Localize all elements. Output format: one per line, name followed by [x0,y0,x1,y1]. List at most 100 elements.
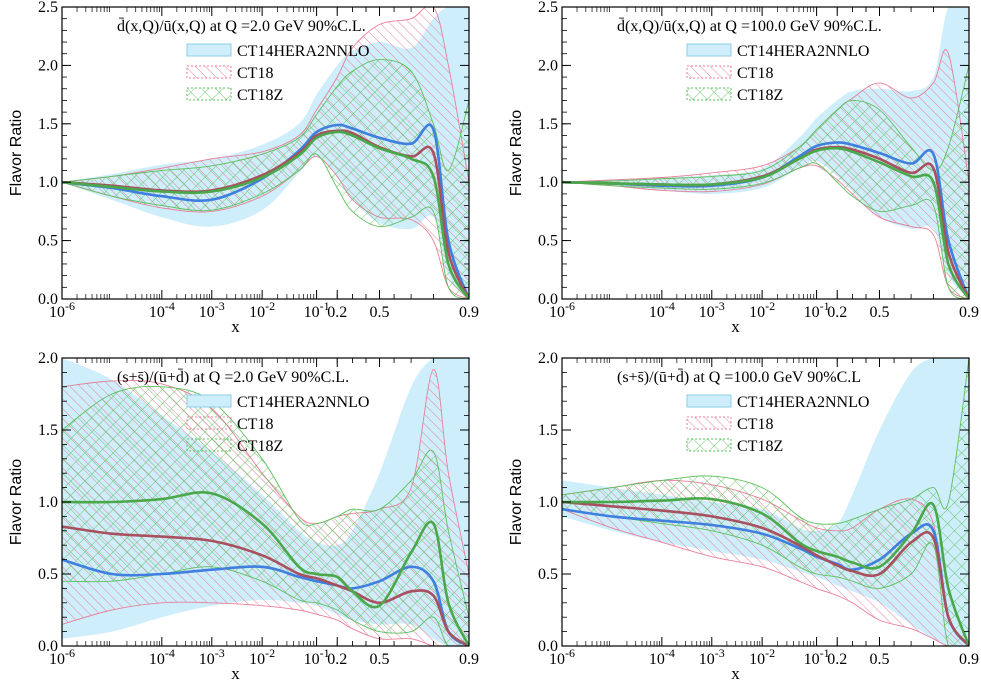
y-tick-label: 0.5 [538,233,558,250]
line-ct14hera2nnlo [62,123,469,299]
legend-swatch [186,43,232,57]
y-axis-title: Flavor Ratio [8,110,25,196]
legend-swatch [186,65,232,79]
x-tick-label: 0.2 [827,651,847,668]
x-tick-label: 10-2 [749,646,775,668]
y-tick-label: 1.5 [538,422,558,439]
legend-item-ct14hera2nnlo: CT14HERA2NNLO [686,394,869,411]
line-ct18 [62,525,469,646]
legend-swatch [686,416,732,430]
x-tick-label: 10-1 [304,299,330,321]
legend-swatch [186,416,232,430]
x-tick-label: 10-1 [304,646,330,668]
x-tick-label: 0.5 [870,651,890,668]
x-tick-label: 0.5 [870,304,890,321]
y-tick-label: 1.5 [38,422,58,439]
y-tick-label: 1.0 [38,174,58,191]
line-ct18z [62,491,469,646]
legend-label: CT14HERA2NNLO [237,43,369,60]
x-tick-label: 0.9 [959,651,979,668]
y-tick-label: 2.0 [38,350,58,367]
legend-label: CT18 [737,65,773,82]
x-tick-label: 10-2 [249,646,275,668]
x-tick-label: 10-1 [804,299,830,321]
legend-item-ct14hera2nnlo: CT14HERA2NNLO [686,43,869,60]
legend-swatch [686,87,732,101]
x-tick-label: 0.5 [370,304,390,321]
legend: CT14HERA2NNLO CT18 CT18Z [686,43,869,104]
y-tick-label: 1.0 [538,494,558,511]
x-axis-title: x [731,317,740,336]
x-tick-label: 0.2 [327,651,347,668]
legend-label: CT18Z [237,87,283,104]
x-tick-label: 10-4 [649,299,675,321]
legend-label: CT14HERA2NNLO [737,43,869,60]
y-tick-label: 2.0 [38,57,58,74]
y-axis-title: Flavor Ratio [8,459,25,545]
x-tick-label: 10-3 [699,646,725,668]
x-tick-label: 10-4 [149,646,175,668]
legend-swatch [186,394,232,408]
x-tick-label: 10-2 [749,299,775,321]
y-tick-label: 2.0 [538,57,558,74]
legend-swatch [686,43,732,57]
y-tick-label: 0.0 [538,291,558,308]
panel-title: (s+s̄)/(ū+d̄) at Q =2.0 GeV 90%C.L. [117,368,349,386]
plot-area [562,7,969,299]
band-ct18z [562,65,969,299]
legend-label: CT18 [737,416,773,433]
panel-title: d̄(x,Q)/ū(x,Q) at Q =100.0 GeV 90%C.L. [617,17,882,35]
legend-item-ct18z: CT18Z [186,438,283,455]
y-axis-title: Flavor Ratio [508,110,525,196]
x-tick-label: 10-4 [649,646,675,668]
y-tick-label: 1.5 [38,116,58,133]
legend-label: CT18Z [737,438,783,455]
legend: CT14HERA2NNLO CT18 CT18Z [186,394,369,455]
panel-title: (s+s̄)/(ū+d̄) at Q =100.0 GeV 90%C.L [617,368,861,386]
y-tick-label: 2.5 [538,0,558,16]
chart-panel-2: 0.00.51.01.52.02.510-6 10-4 10-3 10-2 10-10.… [508,0,979,336]
y-tick-label: 1.0 [38,494,58,511]
x-axis-title: x [231,664,240,683]
legend-swatch [186,438,232,452]
legend-label: CT18 [237,416,273,433]
legend: CT14HERA2NNLO CT18 CT18Z [686,394,869,455]
x-tick-label: 0.2 [827,304,847,321]
legend-swatch [686,65,732,79]
plot-area [62,358,469,646]
legend-item-ct18z: CT18Z [686,438,783,455]
y-tick-label: 0.5 [538,566,558,583]
line-ct18z [562,497,969,646]
x-axis-title: x [731,664,740,683]
chart-panel-3: 0.00.51.01.52.010-6 10-4 10-3 10-2 10-10.2 0.… [8,350,479,683]
y-tick-label: 0.5 [38,233,58,250]
legend-item-ct18: CT18 [186,65,273,82]
x-tick-label: 10-3 [199,646,225,668]
x-tick-label: 0.5 [370,651,390,668]
line-ct18z [562,146,969,299]
legend-item-ct14hera2nnlo: CT14HERA2NNLO [186,43,369,60]
y-tick-label: 2.0 [538,350,558,367]
x-tick-label: 10-2 [249,299,275,321]
band-ct18z [62,59,469,299]
y-tick-label: 2.5 [38,0,58,16]
x-axis-title: x [231,317,240,336]
legend: CT14HERA2NNLO CT18 CT18Z [186,43,369,104]
legend-label: CT14HERA2NNLO [237,394,369,411]
legend-item-ct14hera2nnlo: CT14HERA2NNLO [186,394,369,411]
y-axis-title: Flavor Ratio [508,459,525,545]
plot-frame [561,6,970,300]
x-tick-label: 0.9 [959,304,979,321]
y-tick-label: 1.5 [538,116,558,133]
y-tick-label: 0.5 [38,566,58,583]
line-ct18 [562,500,969,646]
chart-panel-4: 0.00.51.01.52.010-6 10-4 10-3 10-2 10-10.2 0.… [508,350,979,683]
x-tick-label: 10-3 [199,299,225,321]
band-ct18z [62,385,469,646]
legend-item-ct18z: CT18Z [686,87,783,104]
y-tick-label: 0.0 [38,291,58,308]
plot-area [62,7,469,299]
legend-label: CT14HERA2NNLO [737,394,869,411]
x-tick-label: 0.9 [459,651,479,668]
